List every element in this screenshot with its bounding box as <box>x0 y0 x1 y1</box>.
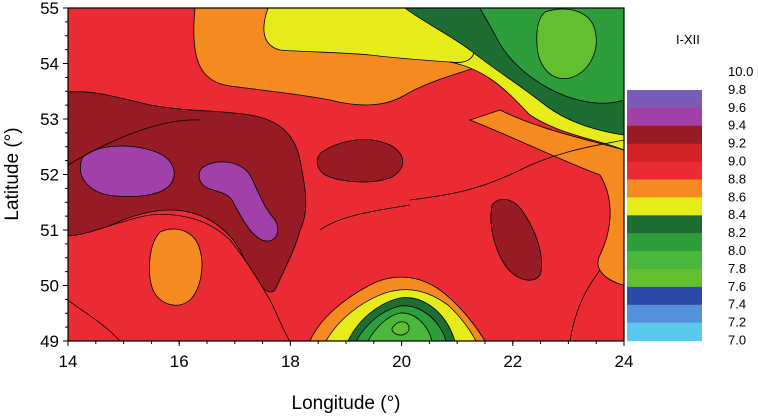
x-tick-label: 22 <box>503 352 522 371</box>
legend-level-label: 10.0 <box>728 64 753 79</box>
y-tick-label: 49 <box>40 332 59 351</box>
legend-labels: 10.0 9.8 9.6 9.4 9.2 9.0 8.8 8.6 8.4 8.2 8.0 7.8 7.6… <box>728 64 753 348</box>
map-plot-area <box>68 8 624 341</box>
region-lightgreen-northeast <box>536 8 597 79</box>
y-axis-title: Latitude (°) <box>2 127 23 220</box>
legend-level-label: 9.8 <box>728 82 746 97</box>
legend-swatch <box>627 161 702 180</box>
legend-swatch <box>627 304 702 324</box>
legend-level-label: 7.4 <box>728 297 746 312</box>
legend-level-label: 8.8 <box>728 171 746 186</box>
y-tick-label: 52 <box>40 166 59 185</box>
region-darkred-center <box>316 139 404 183</box>
x-tick-label: 14 <box>59 352 78 371</box>
legend-swatch <box>627 143 702 163</box>
region-darkred-west <box>68 91 307 293</box>
x-axis-title: Longitude (°) <box>292 393 401 414</box>
legend-swatch <box>627 215 702 234</box>
x-tick-label: 18 <box>281 352 300 371</box>
y-axis-ticks: 49 50 51 52 53 54 55 <box>40 0 68 351</box>
x-tick-label: 20 <box>392 352 411 371</box>
isoline-1 <box>68 119 201 166</box>
isoline-3 <box>319 204 411 231</box>
legend-swatch <box>627 90 702 109</box>
legend-level-label: 7.6 <box>728 279 746 294</box>
legend-level-label: 8.4 <box>728 207 746 222</box>
legend-swatch <box>627 125 702 145</box>
legend-title: I-XII <box>676 32 700 47</box>
legend-swatch <box>627 107 702 127</box>
legend-level-label: 9.2 <box>728 136 746 151</box>
legend-swatch <box>627 179 702 198</box>
region-orange-east <box>468 109 624 286</box>
legend-level-label: 7.8 <box>728 261 746 276</box>
x-tick-label: 16 <box>170 352 189 371</box>
isoline-5 <box>68 299 121 341</box>
region-purple-centerwest <box>198 161 279 242</box>
legend-level-label: 9.6 <box>728 100 746 115</box>
legend-level-label: 8.2 <box>728 225 746 240</box>
legend-swatch <box>627 251 702 270</box>
legend-level-label: 9.0 <box>728 154 746 169</box>
x-tick-label: 24 <box>615 352 634 371</box>
y-tick-label: 51 <box>40 221 59 240</box>
legend-level-label: 8.6 <box>728 189 746 204</box>
y-tick-label: 50 <box>40 277 59 296</box>
region-purple-west <box>80 145 175 197</box>
legend-swatch <box>627 197 702 216</box>
legend-swatch <box>627 286 702 306</box>
color-legend: I-XII 10.0 9.8 9.6 9.4 9.2 9.0 8.8 8.6 8.4 8.2 8.0… <box>627 32 753 348</box>
legend-level-label: 7.2 <box>728 315 746 330</box>
isoline-4 <box>569 269 601 341</box>
y-tick-label: 55 <box>40 0 59 18</box>
legend-swatch <box>627 233 702 252</box>
region-orange-southwest <box>149 228 203 306</box>
legend-swatch <box>627 269 702 288</box>
legend-swatches <box>627 90 702 342</box>
x-axis-ticks: 14 16 18 20 22 24 <box>59 341 634 371</box>
region-darkred-east <box>490 198 543 281</box>
isoline-2 <box>409 139 624 201</box>
y-tick-label: 54 <box>40 55 59 74</box>
region-lightgreen-south-core <box>391 321 410 336</box>
legend-level-label: 8.0 <box>728 243 746 258</box>
y-tick-label: 53 <box>40 110 59 129</box>
legend-level-label: 7.0 <box>728 333 746 348</box>
legend-swatch <box>627 322 702 342</box>
legend-level-label: 9.4 <box>728 118 746 133</box>
